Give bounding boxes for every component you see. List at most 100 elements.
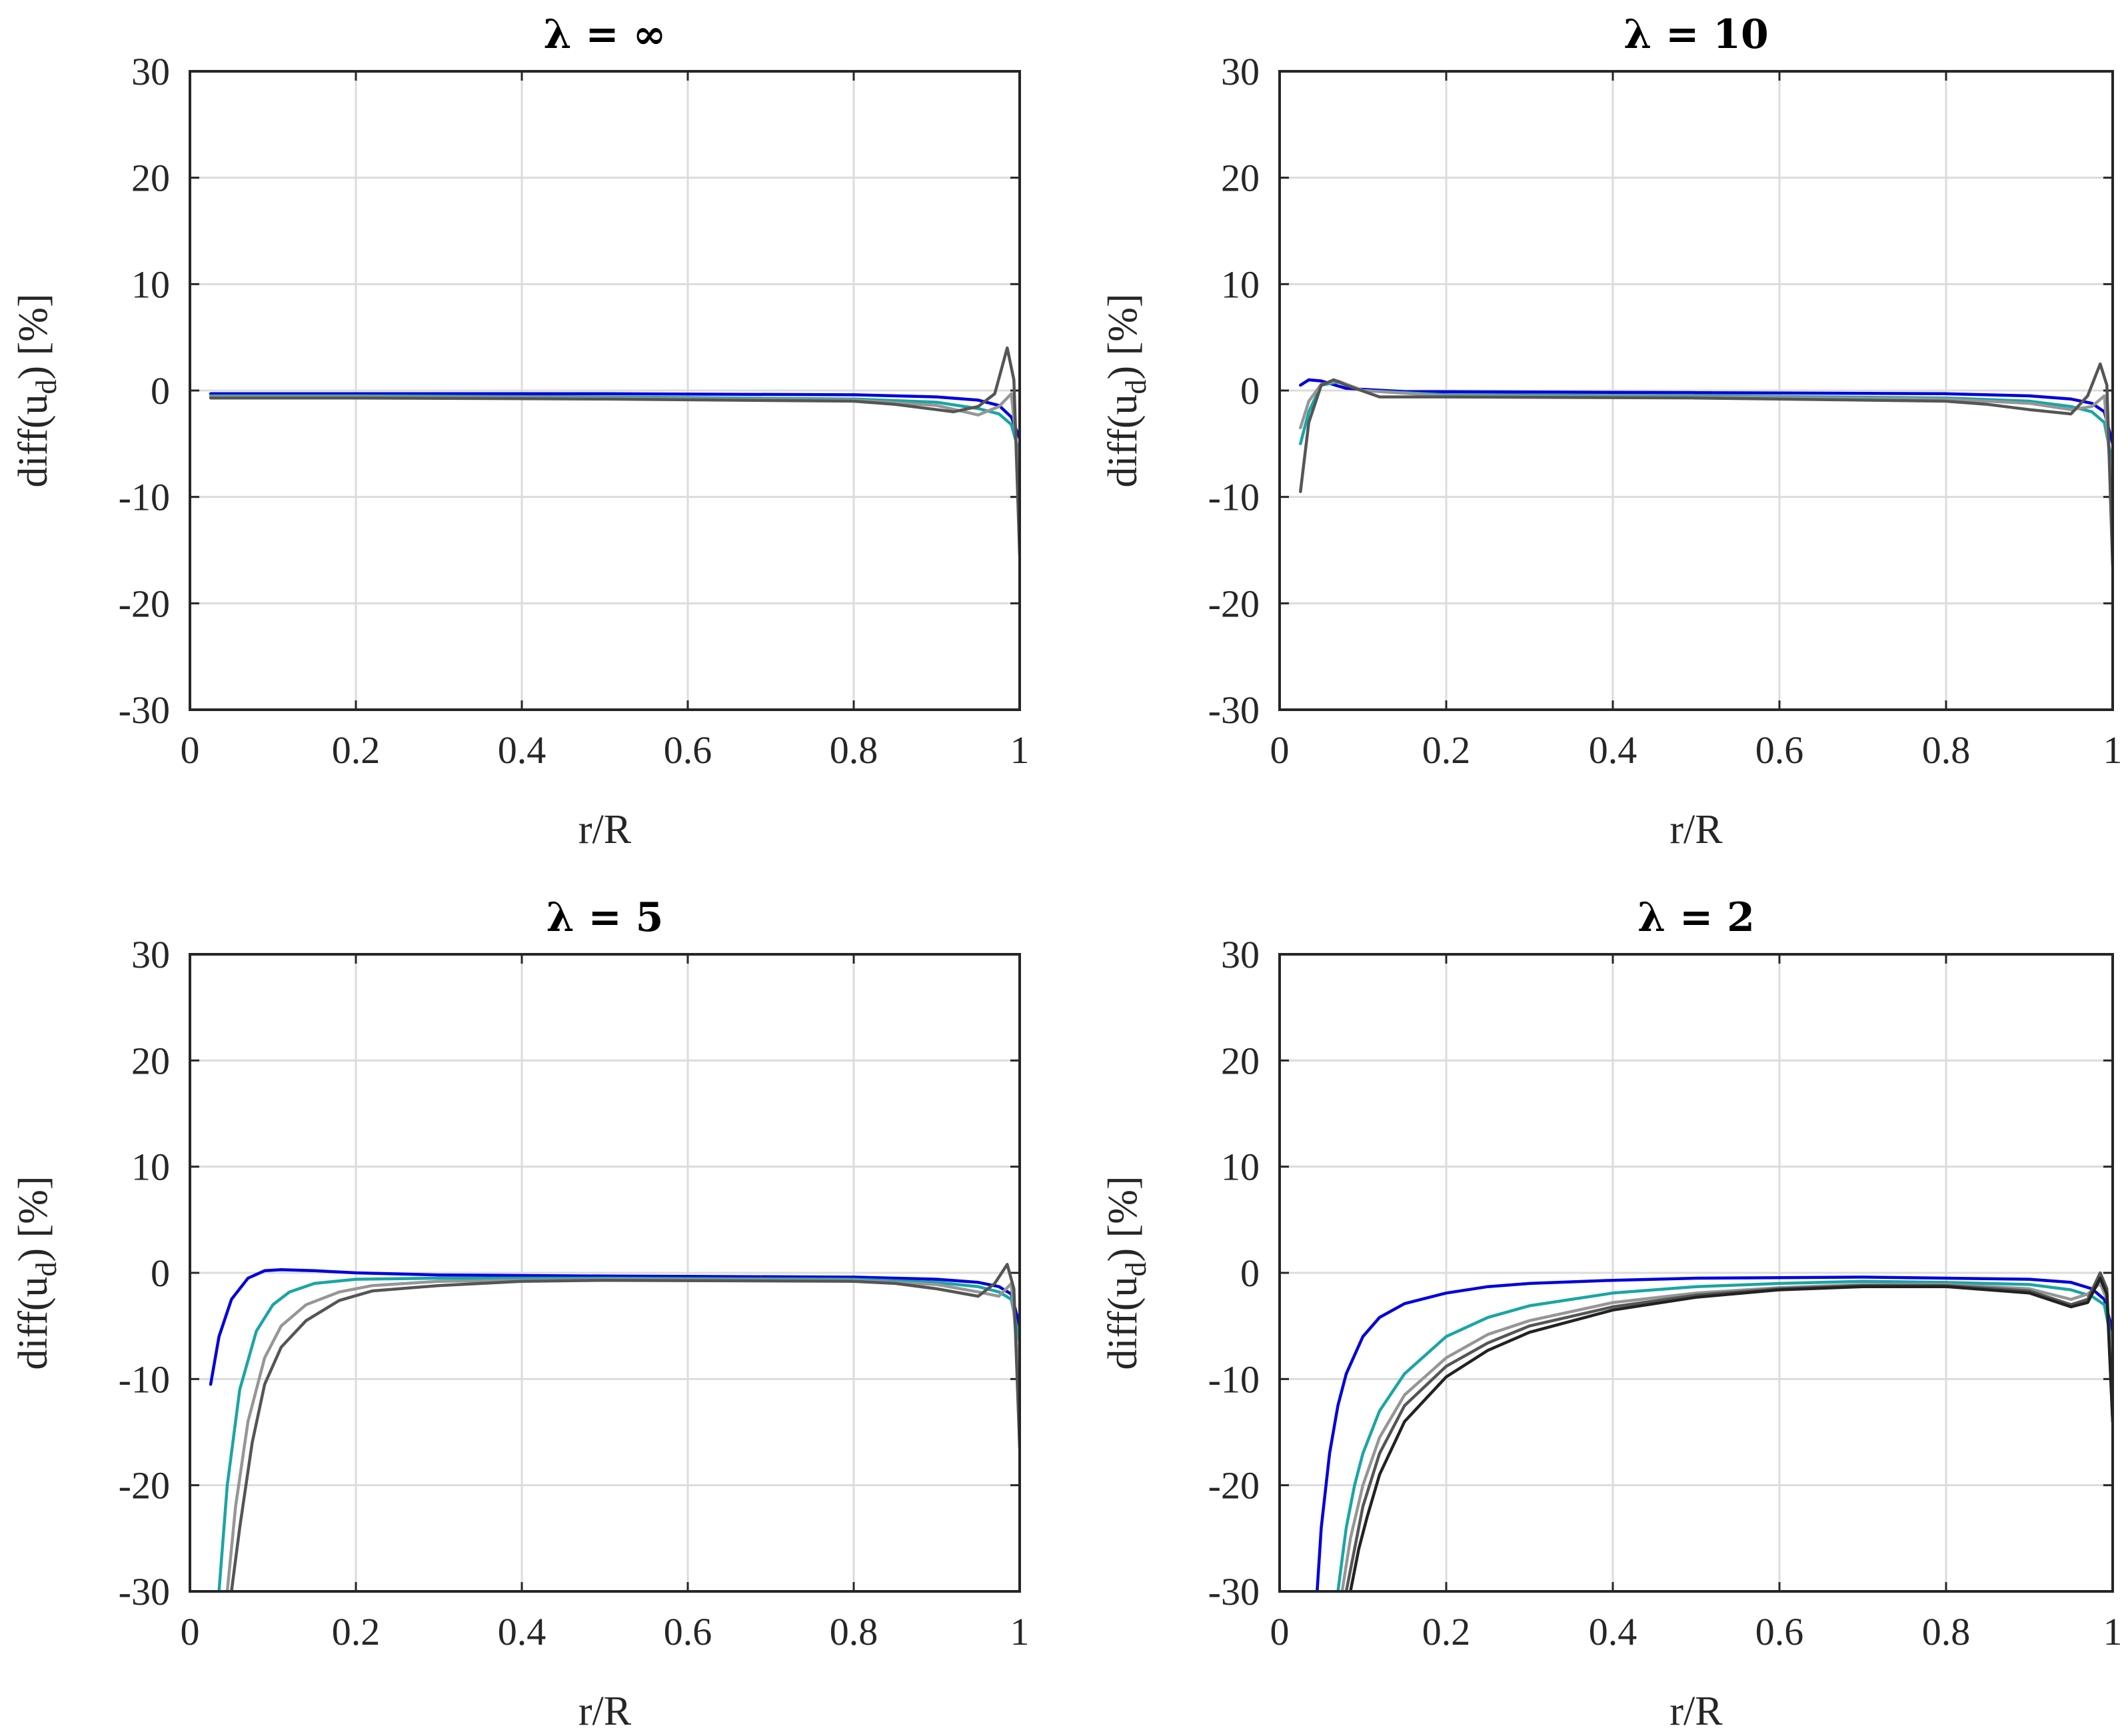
x-tick-label: 0 xyxy=(181,1610,200,1653)
y-tick-label: 20 xyxy=(131,157,170,200)
series-line-1 xyxy=(209,1268,1020,1386)
axes-frame xyxy=(189,70,1021,711)
y-axis-label-subscript: d xyxy=(30,1262,63,1277)
series-line-3 xyxy=(225,1278,1020,1593)
series-line-1 xyxy=(209,392,1020,440)
series-line-1 xyxy=(1316,1276,2113,1593)
y-tick-label: 0 xyxy=(1240,1252,1260,1295)
x-tick-label: 0.8 xyxy=(1922,1610,1971,1653)
y-tick-label: -10 xyxy=(1208,1357,1260,1401)
y-axis-label-main: diff(u xyxy=(11,395,56,488)
x-tick-label: 0.4 xyxy=(498,728,546,772)
x-tick-label: 0.6 xyxy=(664,728,712,772)
y-tick-label: 30 xyxy=(1221,933,1260,976)
series-line-4 xyxy=(230,1263,1020,1593)
y-axis-label-suffix: ) [%] xyxy=(1100,1176,1146,1262)
x-tick-label: 0.6 xyxy=(1755,728,1804,772)
x-tick-label: 0.8 xyxy=(830,1610,878,1653)
x-tick-label: 1 xyxy=(1010,1610,1030,1653)
x-tick-label: 0.2 xyxy=(332,728,381,772)
y-tick-label: 20 xyxy=(1221,157,1260,200)
x-axis-label: r/R xyxy=(578,1689,632,1734)
y-tick-label: 30 xyxy=(131,50,170,93)
series-group xyxy=(1299,362,2113,568)
subplot-title: λ = 2 xyxy=(1637,894,1755,941)
y-axis-label: diff(ud) [%] xyxy=(1100,1176,1152,1369)
y-tick-label: -30 xyxy=(119,688,170,732)
y-axis-label-main: diff(u xyxy=(11,1277,56,1370)
x-tick-label: 1 xyxy=(1010,728,1030,772)
y-axis-label-subscript: d xyxy=(1120,1262,1152,1277)
y-tick-label: 0 xyxy=(1240,369,1260,413)
y-tick-label: -30 xyxy=(119,1570,170,1613)
x-tick-label: 0.2 xyxy=(332,1610,381,1653)
y-tick-label: -30 xyxy=(1208,688,1260,732)
y-tick-label: 30 xyxy=(131,933,170,976)
y-axis-label: diff(ud) [%] xyxy=(11,293,63,487)
subplot-title: λ = ∞ xyxy=(543,11,666,58)
x-tick-label: 0 xyxy=(181,728,200,772)
x-tick-label: 0.6 xyxy=(1755,1610,1804,1653)
x-tick-label: 0.4 xyxy=(1589,1610,1637,1653)
y-tick-label: -20 xyxy=(1208,1464,1260,1507)
subplot-2: 0 0.2 0.4 0.6 0.8 1 30 20 10 0 -10 -20 -30 λ = 10 r/R d… xyxy=(1100,11,2123,852)
x-tick-label: 0.8 xyxy=(830,728,878,772)
y-axis-label-subscript: d xyxy=(30,380,63,395)
y-axis-label-main: diff(u xyxy=(1100,395,1146,488)
x-axis-label: r/R xyxy=(1669,807,1723,852)
y-axis-label: diff(ud) [%] xyxy=(1100,293,1152,487)
axes-frame xyxy=(1278,953,2114,1593)
axes-frame xyxy=(1278,70,2114,711)
y-tick-label: -20 xyxy=(119,582,170,625)
y-tick-label: -10 xyxy=(119,1357,170,1401)
x-tick-label: 0.2 xyxy=(1422,1610,1471,1653)
series-group xyxy=(209,346,1020,557)
y-axis-label: diff(ud) [%] xyxy=(11,1176,63,1369)
x-tick-label: 1 xyxy=(2103,728,2123,772)
subplot-title: λ = 5 xyxy=(546,894,664,941)
series-line-2 xyxy=(1336,1280,2113,1593)
series-line-4 xyxy=(1344,1271,2113,1593)
series-line-1 xyxy=(1299,378,2113,446)
y-tick-label: 10 xyxy=(131,1146,170,1189)
subplot-4: 0 0.2 0.4 0.6 0.8 1 30 20 10 0 -10 -20 -30 λ = 2 r/R di… xyxy=(1100,894,2123,1734)
x-tick-label: 0.4 xyxy=(1589,728,1637,772)
y-axis-label-main: diff(u xyxy=(1100,1277,1146,1370)
y-tick-label: 30 xyxy=(1221,50,1260,93)
y-axis-label-suffix: ) [%] xyxy=(11,1176,56,1262)
x-tick-label: 0 xyxy=(1270,728,1290,772)
y-tick-label: -20 xyxy=(119,1464,170,1507)
y-tick-label: -10 xyxy=(1208,476,1260,519)
x-tick-label: 0.4 xyxy=(498,1610,546,1653)
y-tick-label: 10 xyxy=(1221,1146,1260,1189)
series-group xyxy=(209,1263,1020,1593)
y-tick-label: -20 xyxy=(1208,582,1260,625)
y-tick-label: 10 xyxy=(1221,263,1260,306)
y-axis-label-suffix: ) [%] xyxy=(1100,293,1146,379)
y-tick-label: 0 xyxy=(151,369,170,413)
y-tick-label: 10 xyxy=(131,263,170,306)
x-tick-label: 0 xyxy=(1270,1610,1290,1653)
series-line-2 xyxy=(217,1276,1020,1593)
series-line-4 xyxy=(209,346,1020,557)
x-tick-label: 0.2 xyxy=(1422,728,1471,772)
subplot-3: 0 0.2 0.4 0.6 0.8 1 30 20 10 0 -10 -20 -30 λ = 5 r/R di… xyxy=(11,894,1030,1734)
x-axis-label: r/R xyxy=(578,807,632,852)
y-axis-label-subscript: d xyxy=(1120,380,1152,395)
subplot-title: λ = 10 xyxy=(1623,11,1769,58)
y-tick-label: 20 xyxy=(1221,1039,1260,1082)
series-line-3 xyxy=(1340,1282,2113,1593)
subplot-1: 0 0.2 0.4 0.6 0.8 1 30 20 10 0 -10 -20 -30 λ = ∞ r/R di… xyxy=(11,11,1030,852)
y-tick-label: 20 xyxy=(131,1039,170,1082)
y-tick-label: -30 xyxy=(1208,1570,1260,1613)
series-line-4 xyxy=(1299,362,2113,568)
series-line-5 xyxy=(1349,1276,2113,1593)
y-tick-label: -10 xyxy=(119,476,170,519)
x-tick-label: 0.8 xyxy=(1922,728,1971,772)
series-group xyxy=(1316,1271,2113,1593)
y-tick-label: 0 xyxy=(151,1252,170,1295)
x-tick-label: 0.6 xyxy=(664,1610,712,1653)
axes-frame xyxy=(189,953,1021,1593)
x-axis-label: r/R xyxy=(1669,1689,1723,1734)
